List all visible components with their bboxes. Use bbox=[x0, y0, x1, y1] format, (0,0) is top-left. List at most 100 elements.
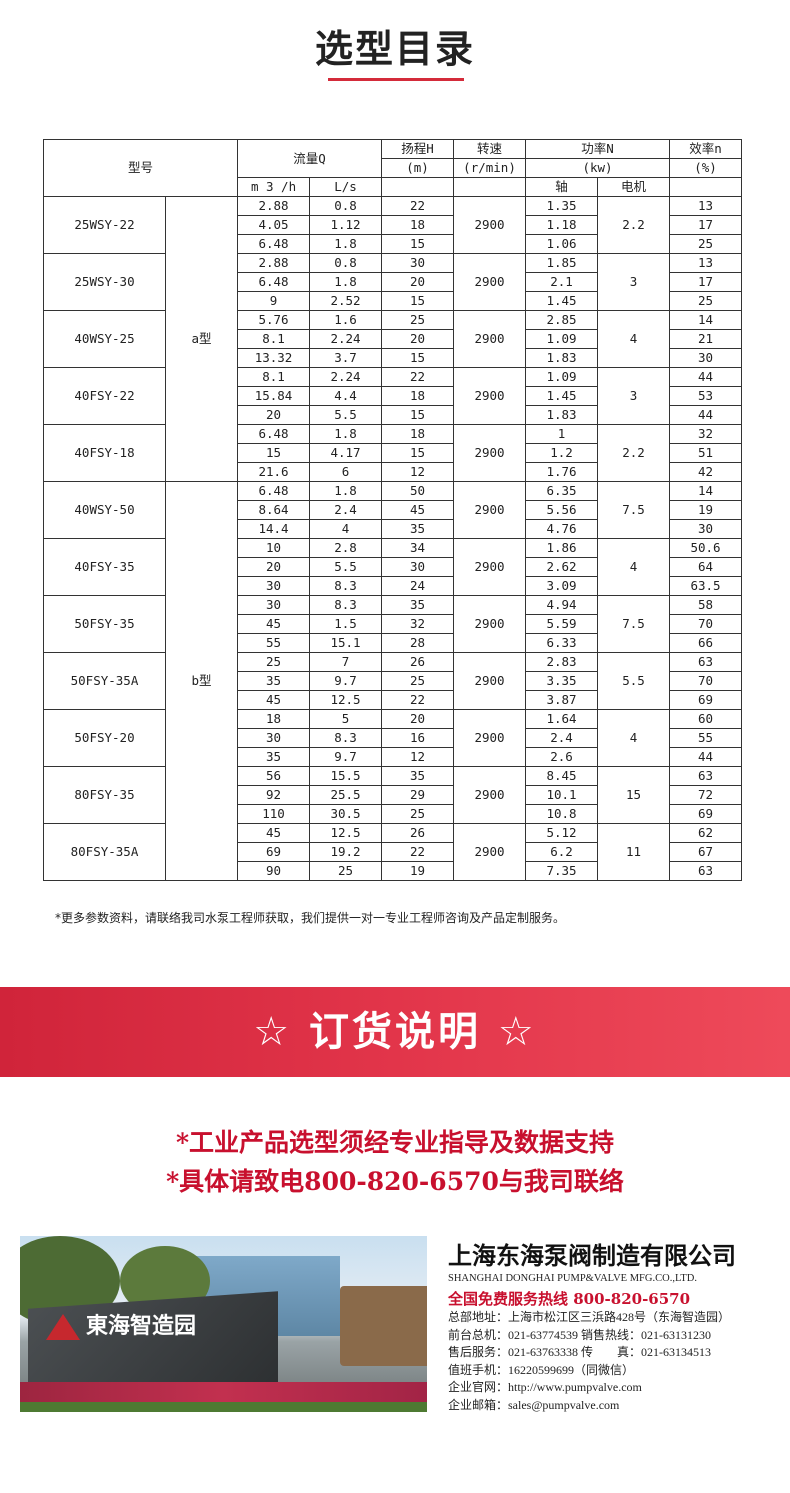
head-cell: 30 bbox=[381, 557, 455, 577]
shaft-power-cell: 2.4 bbox=[525, 728, 599, 748]
efficiency-cell: 63 bbox=[669, 766, 743, 786]
head-cell: 35 bbox=[381, 595, 455, 615]
efficiency-cell: 60 bbox=[669, 709, 743, 729]
website[interactable]: 企业官网：http://www.pumpvalve.com bbox=[448, 1380, 642, 1394]
shaft-power-cell: 1.83 bbox=[525, 348, 599, 368]
table-row: 40FSY-22 8.1 2.24 22 2900 1.09 3 44 bbox=[43, 367, 743, 425]
table-row: 40FSY-35 10 2.8 34 2900 1.86 4 50.6 bbox=[43, 538, 743, 596]
efficiency-cell: 30 bbox=[669, 519, 743, 539]
efficiency-cell: 63 bbox=[669, 861, 743, 881]
efficiency-cell: 69 bbox=[669, 804, 743, 824]
efficiency-cell: 67 bbox=[669, 842, 743, 862]
efficiency-cell: 25 bbox=[669, 291, 743, 311]
head-cell: 19 bbox=[381, 861, 455, 881]
email[interactable]: 企业邮箱：sales@pumpvalve.com bbox=[448, 1397, 620, 1412]
header-speed-unit: (r/min) bbox=[453, 158, 527, 178]
flow-ls-cell: 1.8 bbox=[309, 481, 383, 501]
table-row: 50FSY-20 18 5 20 2900 1.64 4 60 bbox=[43, 709, 743, 767]
table-row: 92 25.5 29 10.1 72 bbox=[44, 785, 743, 805]
head-cell: 45 bbox=[381, 500, 455, 520]
hotline: 全国免费服务热线 800-820-6570 bbox=[448, 1290, 691, 1308]
header-flow: 流量Q bbox=[237, 139, 383, 178]
efficiency-cell: 50.6 bbox=[669, 538, 743, 558]
flow-ls-cell: 1.8 bbox=[309, 272, 383, 292]
speed-cell: 2900 bbox=[453, 481, 527, 539]
shaft-power-cell: 6.33 bbox=[525, 633, 599, 653]
flow-m3h-cell: 18 bbox=[237, 709, 311, 729]
efficiency-cell: 25 bbox=[669, 234, 743, 254]
efficiency-cell: 17 bbox=[669, 215, 743, 235]
efficiency-cell: 44 bbox=[669, 405, 743, 425]
head-cell: 18 bbox=[381, 215, 455, 235]
table-row: 21.6 6 12 1.76 42 bbox=[44, 462, 743, 482]
head-cell: 18 bbox=[381, 386, 455, 406]
flow-m3h-cell: 2.88 bbox=[237, 196, 311, 216]
flow-ls-cell: 30.5 bbox=[309, 804, 383, 824]
flow-m3h-cell: 90 bbox=[237, 861, 311, 881]
head-cell: 22 bbox=[381, 196, 455, 216]
model-cell: 25WSY-22 bbox=[43, 196, 166, 254]
table-row: 20 5.5 15 1.83 44 bbox=[44, 405, 743, 425]
shaft-power-cell: 10.8 bbox=[525, 804, 599, 824]
flow-m3h-cell: 20 bbox=[237, 405, 311, 425]
head-cell: 15 bbox=[381, 443, 455, 463]
head-cell: 16 bbox=[381, 728, 455, 748]
head-cell: 35 bbox=[381, 519, 455, 539]
table-row: 80FSY-35 56 15.5 35 2900 8.45 15 63 bbox=[43, 766, 743, 824]
efficiency-cell: 14 bbox=[669, 310, 743, 330]
shaft-power-cell: 5.56 bbox=[525, 500, 599, 520]
head-cell: 29 bbox=[381, 785, 455, 805]
type-cell: a型 bbox=[164, 196, 239, 482]
header-eff: 效率n bbox=[669, 139, 743, 159]
flow-m3h-cell: 14.4 bbox=[237, 519, 311, 539]
head-cell: 26 bbox=[381, 823, 455, 843]
flow-m3h-cell: 45 bbox=[237, 614, 311, 634]
grass bbox=[20, 1402, 427, 1412]
efficiency-cell: 13 bbox=[669, 196, 743, 216]
flow-ls-cell: 8.3 bbox=[309, 576, 383, 596]
header-blank bbox=[381, 177, 455, 197]
flow-m3h-cell: 35 bbox=[237, 671, 311, 691]
flow-ls-cell: 3.7 bbox=[309, 348, 383, 368]
table-row: 14.4 4 35 4.76 30 bbox=[44, 519, 743, 539]
shaft-power-cell: 3.09 bbox=[525, 576, 599, 596]
table-row: 40FSY-18 6.48 1.8 18 2900 1 2.2 32 bbox=[43, 424, 743, 482]
flow-ls-cell: 0.8 bbox=[309, 196, 383, 216]
flow-ls-cell: 4.17 bbox=[309, 443, 383, 463]
header-blank bbox=[669, 177, 743, 197]
header-motor: 电机 bbox=[597, 177, 671, 197]
shaft-power-cell: 7.35 bbox=[525, 861, 599, 881]
flow-ls-cell: 1.12 bbox=[309, 215, 383, 235]
efficiency-cell: 55 bbox=[669, 728, 743, 748]
efficiency-cell: 69 bbox=[669, 690, 743, 710]
head-cell: 28 bbox=[381, 633, 455, 653]
shaft-power-cell: 5.59 bbox=[525, 614, 599, 634]
head-cell: 15 bbox=[381, 234, 455, 254]
company-name-en: SHANGHAI DONGHAI PUMP&VALVE MFG.CO.,LTD. bbox=[448, 1273, 698, 1284]
flow-ls-cell: 9.7 bbox=[309, 747, 383, 767]
head-cell: 32 bbox=[381, 614, 455, 634]
efficiency-cell: 13 bbox=[669, 253, 743, 273]
flow-ls-cell: 7 bbox=[309, 652, 383, 672]
head-cell: 15 bbox=[381, 348, 455, 368]
flow-m3h-cell: 55 bbox=[237, 633, 311, 653]
logo-icon bbox=[46, 1314, 80, 1340]
efficiency-cell: 63.5 bbox=[669, 576, 743, 596]
head-cell: 25 bbox=[381, 310, 455, 330]
efficiency-cell: 32 bbox=[669, 424, 743, 444]
speed-cell: 2900 bbox=[453, 424, 527, 482]
flow-ls-cell: 25.5 bbox=[309, 785, 383, 805]
shaft-power-cell: 6.2 bbox=[525, 842, 599, 862]
flow-m3h-cell: 8.1 bbox=[237, 367, 311, 387]
efficiency-cell: 14 bbox=[669, 481, 743, 501]
flow-ls-cell: 1.5 bbox=[309, 614, 383, 634]
shaft-power-cell: 1.76 bbox=[525, 462, 599, 482]
page-title: 选型目录 bbox=[314, 27, 475, 71]
shaft-power-cell: 2.62 bbox=[525, 557, 599, 577]
head-cell: 50 bbox=[381, 481, 455, 501]
efficiency-cell: 58 bbox=[669, 595, 743, 615]
gate-building bbox=[340, 1286, 427, 1366]
table-row: 13.32 3.7 15 1.83 30 bbox=[44, 348, 743, 368]
flow-m3h-cell: 10 bbox=[237, 538, 311, 558]
flow-m3h-cell: 45 bbox=[237, 823, 311, 843]
